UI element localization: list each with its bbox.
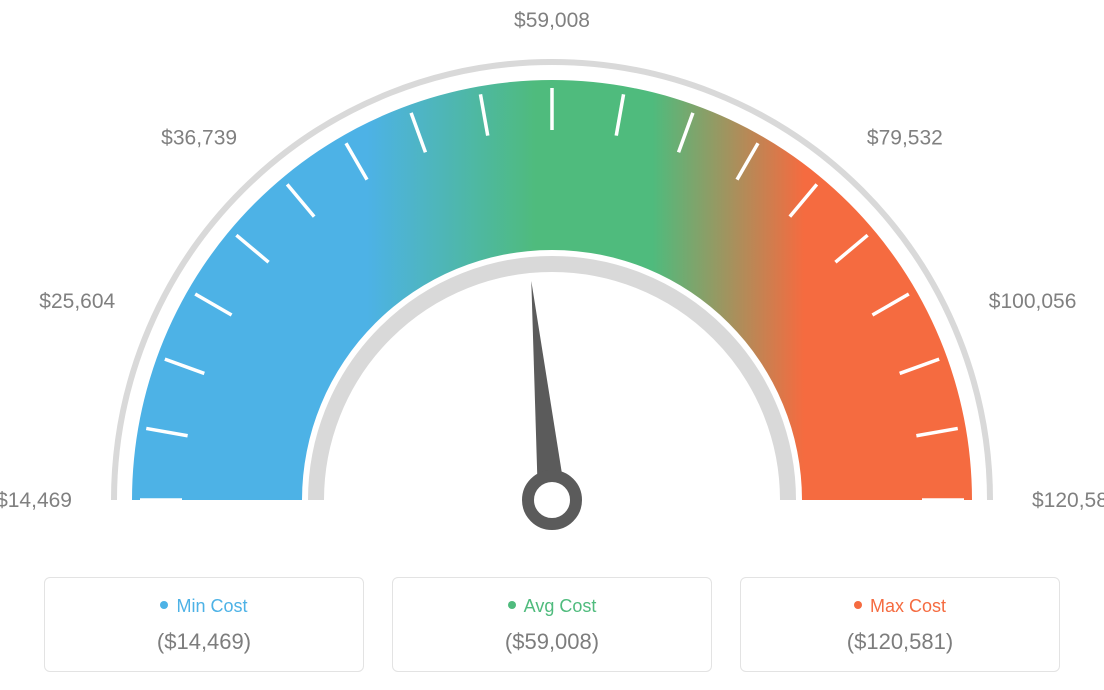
gauge-area: $14,469 $25,604 $36,739 $59,008 $79,532 $100,…: [0, 0, 1104, 560]
cost-gauge-widget: $14,469 $25,604 $36,739 $59,008 $79,532 $100,…: [0, 0, 1104, 690]
legend-title-min: Min Cost: [55, 596, 353, 617]
gauge-scale-label: $120,581: [1032, 489, 1104, 512]
legend-card-avg: Avg Cost ($59,008): [392, 577, 712, 672]
gauge-svg: $14,469 $25,604 $36,739 $59,008 $79,532 $100,…: [0, 0, 1104, 560]
legend-label-avg: Avg Cost: [524, 596, 597, 616]
gauge-scale-label: $100,056: [989, 290, 1077, 313]
legend-value-max: ($120,581): [751, 629, 1049, 655]
gauge-scale-label: $14,469: [0, 489, 72, 512]
gauge-hub: [528, 476, 576, 524]
gauge-scale-label: $59,008: [514, 9, 590, 32]
legend-label-min: Min Cost: [176, 596, 247, 616]
gauge-scale-label: $36,739: [161, 127, 237, 150]
gauge-scale-label: $25,604: [39, 290, 115, 313]
legend-card-max: Max Cost ($120,581): [740, 577, 1060, 672]
dot-icon: [854, 601, 862, 609]
legend-card-min: Min Cost ($14,469): [44, 577, 364, 672]
legend-title-avg: Avg Cost: [403, 596, 701, 617]
legend-value-avg: ($59,008): [403, 629, 701, 655]
legend-value-min: ($14,469): [55, 629, 353, 655]
legend-label-max: Max Cost: [870, 596, 946, 616]
dot-icon: [160, 601, 168, 609]
legend-row: Min Cost ($14,469) Avg Cost ($59,008) Ma…: [0, 577, 1104, 672]
gauge-needle: [531, 281, 566, 501]
dot-icon: [508, 601, 516, 609]
legend-title-max: Max Cost: [751, 596, 1049, 617]
gauge-scale-label: $79,532: [867, 127, 943, 150]
